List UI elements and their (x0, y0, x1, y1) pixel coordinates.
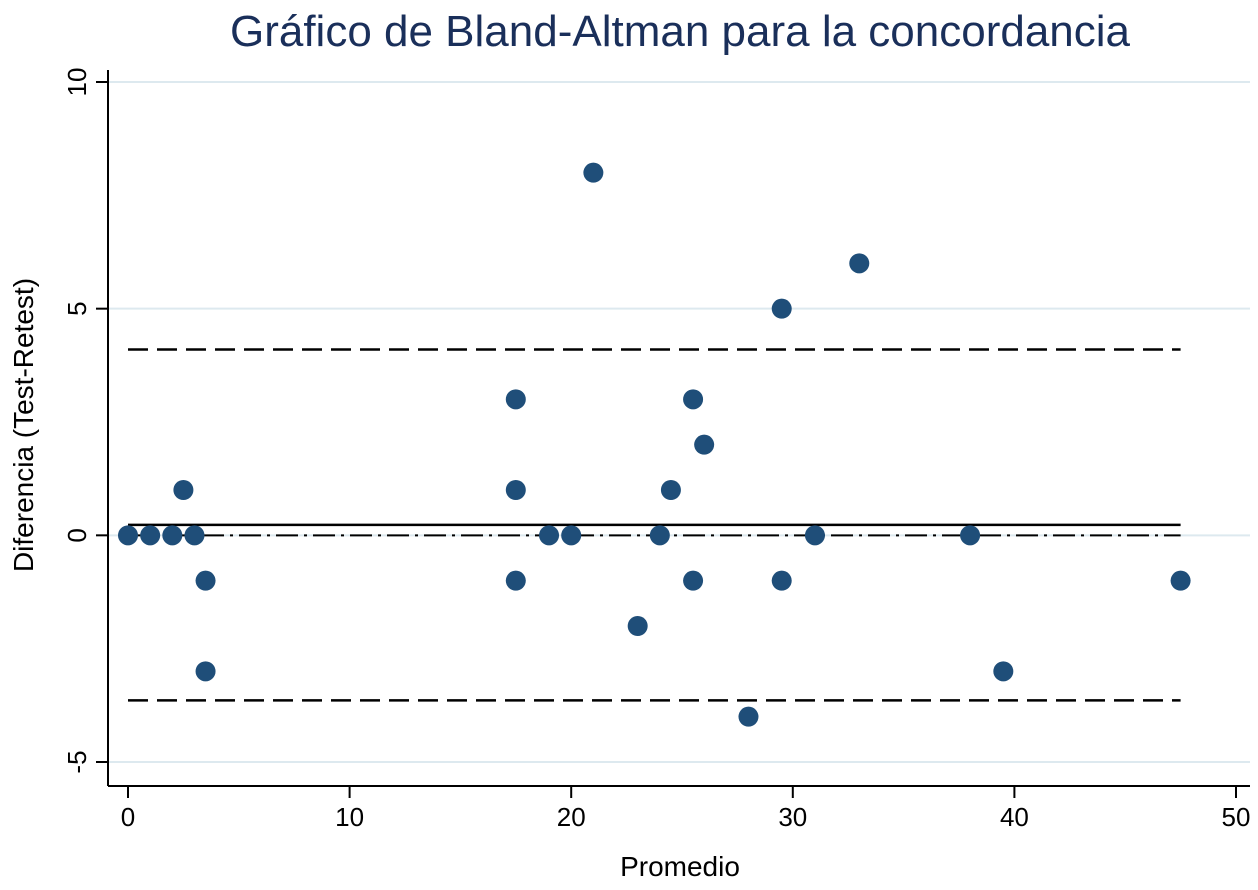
data-point-17 (683, 570, 704, 591)
data-point-25 (993, 661, 1014, 682)
data-point-7 (505, 389, 526, 410)
data-point-21 (771, 570, 792, 591)
x-tick-label-50: 50 (1222, 802, 1251, 832)
data-point-22 (804, 525, 825, 546)
data-point-19 (738, 706, 759, 727)
y-tick-label-10: 10 (62, 68, 92, 97)
data-point-10 (539, 525, 560, 546)
grid-lines (108, 81, 1250, 763)
reference-lines (128, 348, 1181, 702)
y-axis-label: Diferencia (Test-Retest) (8, 278, 39, 572)
data-points (118, 162, 1191, 727)
y-tick-label-5: 5 (62, 301, 92, 315)
data-point-26 (1170, 570, 1191, 591)
data-point-16 (683, 389, 704, 410)
axes: -5 0 5 10 0 10 20 30 40 50 (62, 68, 1250, 832)
data-point-0 (118, 525, 138, 546)
data-point-18 (694, 434, 715, 455)
data-point-12 (583, 162, 604, 183)
x-tick-label-0: 0 (121, 802, 135, 832)
x-axis-label: Promedio (620, 851, 740, 882)
y-tick-label--5: -5 (62, 750, 92, 773)
x-tick-label-30: 30 (778, 802, 807, 832)
data-point-14 (649, 525, 670, 546)
data-point-13 (627, 616, 648, 636)
y-tick-label-0: 0 (62, 528, 92, 542)
data-point-24 (960, 525, 981, 546)
data-point-1 (140, 525, 161, 546)
x-tick-label-20: 20 (557, 802, 586, 832)
data-point-6 (195, 661, 216, 682)
x-tick-label-40: 40 (1000, 802, 1029, 832)
data-point-5 (195, 570, 216, 591)
x-tick-label-10: 10 (335, 802, 364, 832)
data-point-11 (561, 525, 582, 546)
data-point-4 (184, 525, 205, 546)
data-point-2 (162, 525, 183, 546)
data-point-3 (173, 480, 194, 500)
chart-title: Gráfico de Bland-Altman para la concorda… (230, 7, 1131, 56)
data-point-9 (505, 570, 526, 591)
data-point-23 (849, 253, 870, 274)
data-point-20 (771, 298, 792, 319)
data-point-15 (660, 480, 681, 500)
data-point-8 (505, 480, 526, 500)
